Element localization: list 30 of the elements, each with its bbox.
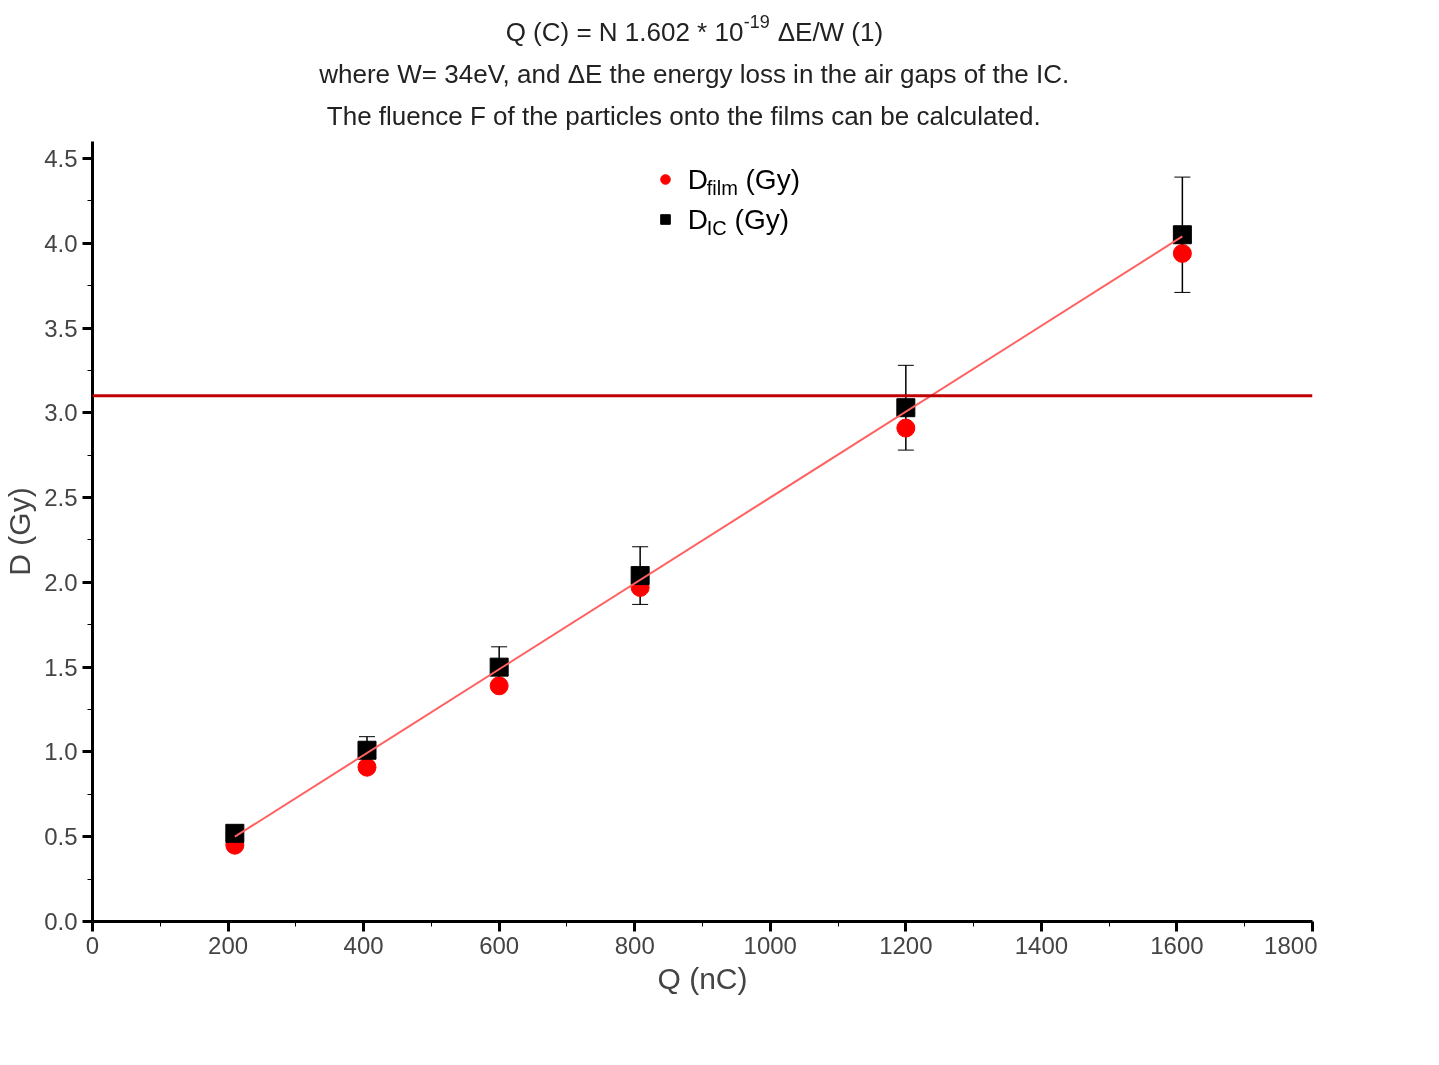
- point: [1172, 243, 1192, 263]
- point: [1172, 225, 1192, 245]
- y-tick-label: 2.5: [44, 484, 78, 512]
- y-tick-label: 0.0: [44, 908, 78, 935]
- x-tick-label: 1200: [879, 931, 933, 959]
- y-axis-title: D (Gy): [3, 487, 37, 576]
- point: [357, 757, 377, 777]
- y-tick-label: 4.0: [44, 229, 78, 257]
- x-tick-label: 800: [614, 931, 655, 959]
- x-tick-label: 1000: [743, 931, 797, 959]
- x-tick-label: 200: [208, 931, 249, 959]
- x-tick-label: 600: [479, 931, 520, 959]
- point: [896, 418, 916, 438]
- x-axis-title: Q (nC): [657, 961, 748, 995]
- y-tick-label: 1.5: [44, 653, 78, 681]
- x-tick-label: 0: [85, 931, 100, 959]
- point: [489, 676, 509, 696]
- x-tick-label: 400: [343, 931, 384, 959]
- y-tick-label: 4.5: [44, 144, 78, 172]
- x-tick-label: 1800: [1264, 931, 1318, 959]
- text: The fluence F of the particles onto the films can be calculated.: [326, 100, 1041, 131]
- point: [225, 823, 245, 843]
- y-tick-label: 3.0: [44, 399, 78, 427]
- y-tick-label: 1.0: [44, 738, 78, 766]
- y-tick-label: 3.5: [44, 314, 78, 342]
- y-tick-label: 2.0: [44, 568, 78, 596]
- x-tick-label: 1600: [1150, 931, 1204, 959]
- x-tick-label: 1400: [1014, 931, 1069, 959]
- text: where W= 34eV, and ΔE the energy loss in the air gaps of the IC.: [318, 58, 1070, 89]
- y-tick-label: 0.5: [44, 823, 78, 851]
